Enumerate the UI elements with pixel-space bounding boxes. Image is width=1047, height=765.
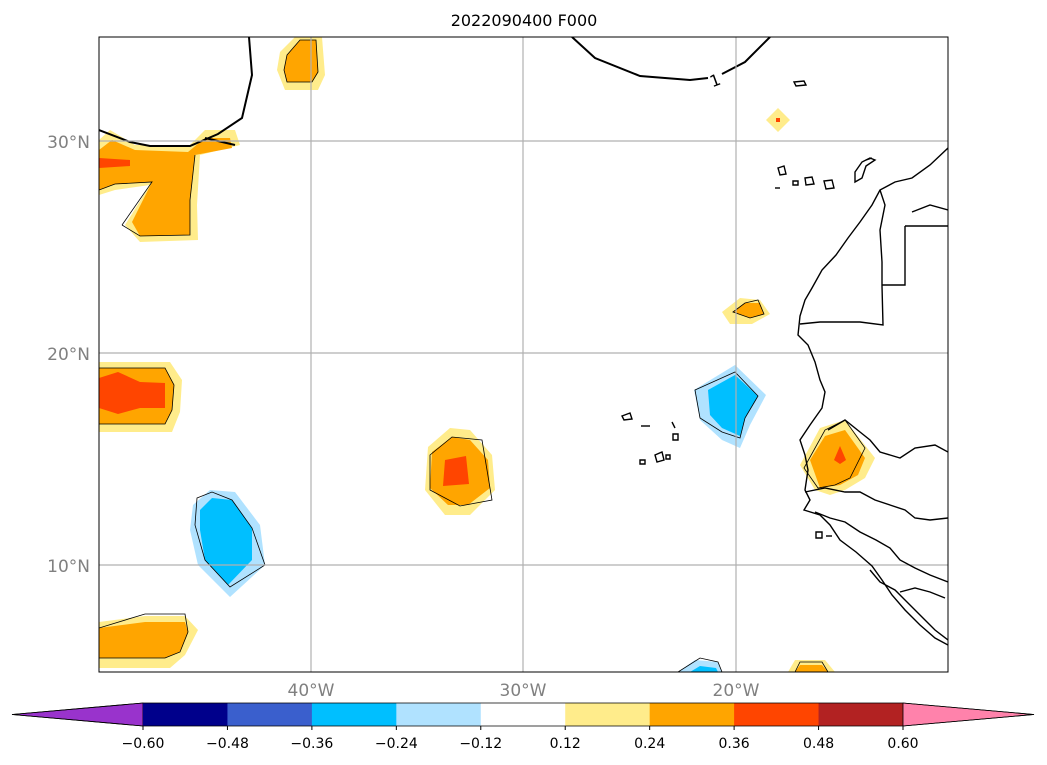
colorbar-tick-label: 0.12 bbox=[550, 736, 581, 752]
colorbar-tick-label: 0.24 bbox=[634, 736, 665, 752]
anomaly-positive-region bbox=[99, 372, 165, 414]
colorbar-extend-low bbox=[11, 702, 144, 727]
colorbar-segment bbox=[734, 703, 820, 726]
colorbar-tick-label: 0.36 bbox=[719, 736, 750, 752]
anomaly-fields bbox=[99, 37, 875, 672]
colorbar-segment bbox=[396, 703, 482, 726]
colorbar: −0.60 −0.48 −0.36 −0.24 −0.12 0.12 0.24 0.36 0.4… bbox=[11, 702, 1035, 752]
islands bbox=[621, 80, 877, 539]
colorbar-tick-label: −0.48 bbox=[206, 736, 249, 752]
colorbar-segment bbox=[143, 703, 228, 726]
colorbar-segment bbox=[227, 703, 313, 726]
colorbar-tick-label: −0.36 bbox=[290, 736, 333, 752]
colorbar-segment bbox=[565, 703, 651, 726]
longitude-label-20w: 20°W bbox=[713, 681, 760, 701]
latitude-label-10n: 10°N bbox=[47, 557, 90, 577]
colorbar-tick-label: −0.24 bbox=[375, 736, 418, 752]
anomaly-positive-region bbox=[99, 158, 130, 168]
colorbar-segment bbox=[480, 703, 566, 726]
anomaly-negative-region bbox=[200, 498, 252, 585]
anomaly-positive-region bbox=[99, 138, 232, 236]
anomaly-positive-region bbox=[834, 446, 846, 464]
colorbar-tick-label: −0.12 bbox=[459, 736, 502, 752]
anomaly-positive-region bbox=[733, 303, 764, 318]
longitude-label-30w: 30°W bbox=[500, 681, 547, 701]
anomaly-negative-region bbox=[708, 375, 758, 436]
anomaly-positive-region bbox=[795, 665, 828, 672]
map-frame bbox=[98, 36, 949, 673]
map-title: 2022090400 F000 bbox=[451, 11, 598, 30]
colorbar-segment bbox=[311, 703, 397, 726]
latitude-label-30n: 30°N bbox=[47, 133, 90, 153]
coastlines bbox=[797, 147, 948, 646]
anomaly-positive-region bbox=[443, 456, 469, 486]
colorbar-tick-label: −0.60 bbox=[122, 736, 165, 752]
anomaly-positive-region bbox=[776, 118, 780, 122]
map-plot-area bbox=[99, 37, 948, 672]
map-gridlines bbox=[99, 37, 948, 672]
colorbar-extend-high bbox=[902, 702, 1035, 727]
latitude-label-20n: 20°N bbox=[47, 345, 90, 365]
anomaly-positive-region bbox=[99, 622, 188, 658]
colorbar-segment bbox=[818, 703, 904, 726]
colorbar-segment bbox=[649, 703, 735, 726]
anomaly-negative-region bbox=[690, 666, 718, 672]
contour-lines bbox=[99, 39, 866, 672]
colorbar-tick-label: 0.60 bbox=[887, 736, 918, 752]
anomaly-positive-region bbox=[284, 40, 318, 82]
colorbar-tick-label: 0.48 bbox=[803, 736, 834, 752]
longitude-label-40w: 40°W bbox=[288, 681, 335, 701]
